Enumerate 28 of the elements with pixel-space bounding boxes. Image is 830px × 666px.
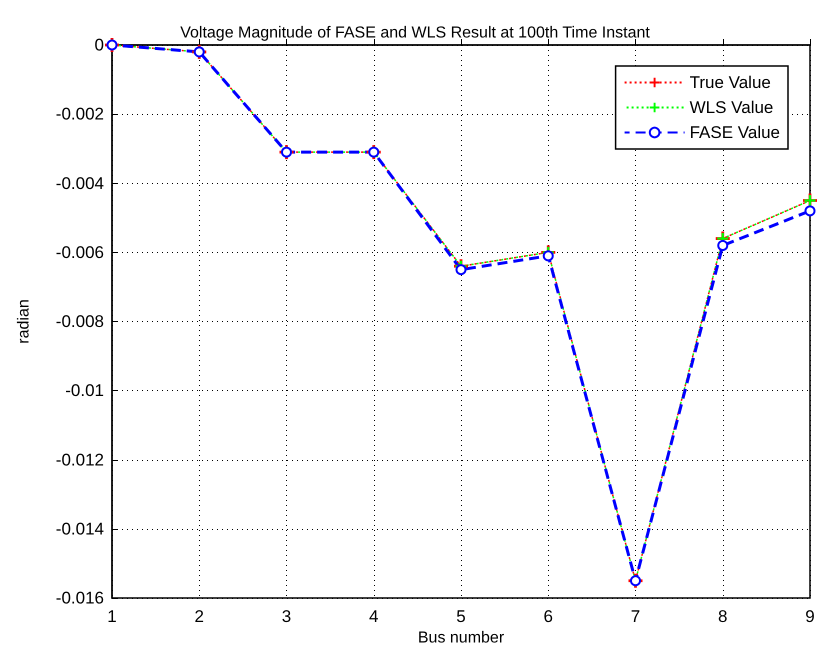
y-tick-label: -0.002 — [56, 104, 104, 124]
x-axis-title: Bus number — [418, 630, 505, 646]
y-tick-label: -0.01 — [65, 381, 104, 400]
x-tick-label: 4 — [369, 607, 378, 626]
y-tick-label: 0 — [94, 36, 104, 54]
legend-label: WLS Value — [690, 98, 774, 117]
legend-label: FASE Value — [690, 123, 780, 142]
legend-label: True Value — [690, 73, 771, 92]
y-tick-label: -0.004 — [56, 174, 104, 193]
x-tick-label: 1 — [107, 607, 117, 626]
point — [456, 264, 466, 276]
x-tick-label: 5 — [456, 607, 466, 626]
y-axis-title: radian — [16, 299, 32, 344]
y-tick-label: -0.012 — [56, 450, 104, 470]
x-tick-label: 7 — [630, 607, 640, 626]
x-tick-label: 6 — [544, 607, 553, 626]
y-tick-label: -0.008 — [56, 312, 104, 331]
y-tick-label: -0.016 — [56, 588, 104, 608]
y-tick-label: -0.006 — [56, 242, 104, 262]
chart-title: Voltage Magnitude of FASE and WLS Result at 100th Time Instant — [180, 24, 650, 42]
x-tick-label: 3 — [282, 607, 292, 626]
x-tick-label: 8 — [718, 607, 728, 626]
y-tick-label: -0.014 — [56, 519, 104, 538]
x-tick-label: 9 — [805, 607, 815, 626]
point — [717, 240, 728, 251]
point — [542, 250, 554, 262]
point — [804, 205, 816, 216]
x-tick-label: 2 — [194, 607, 204, 626]
